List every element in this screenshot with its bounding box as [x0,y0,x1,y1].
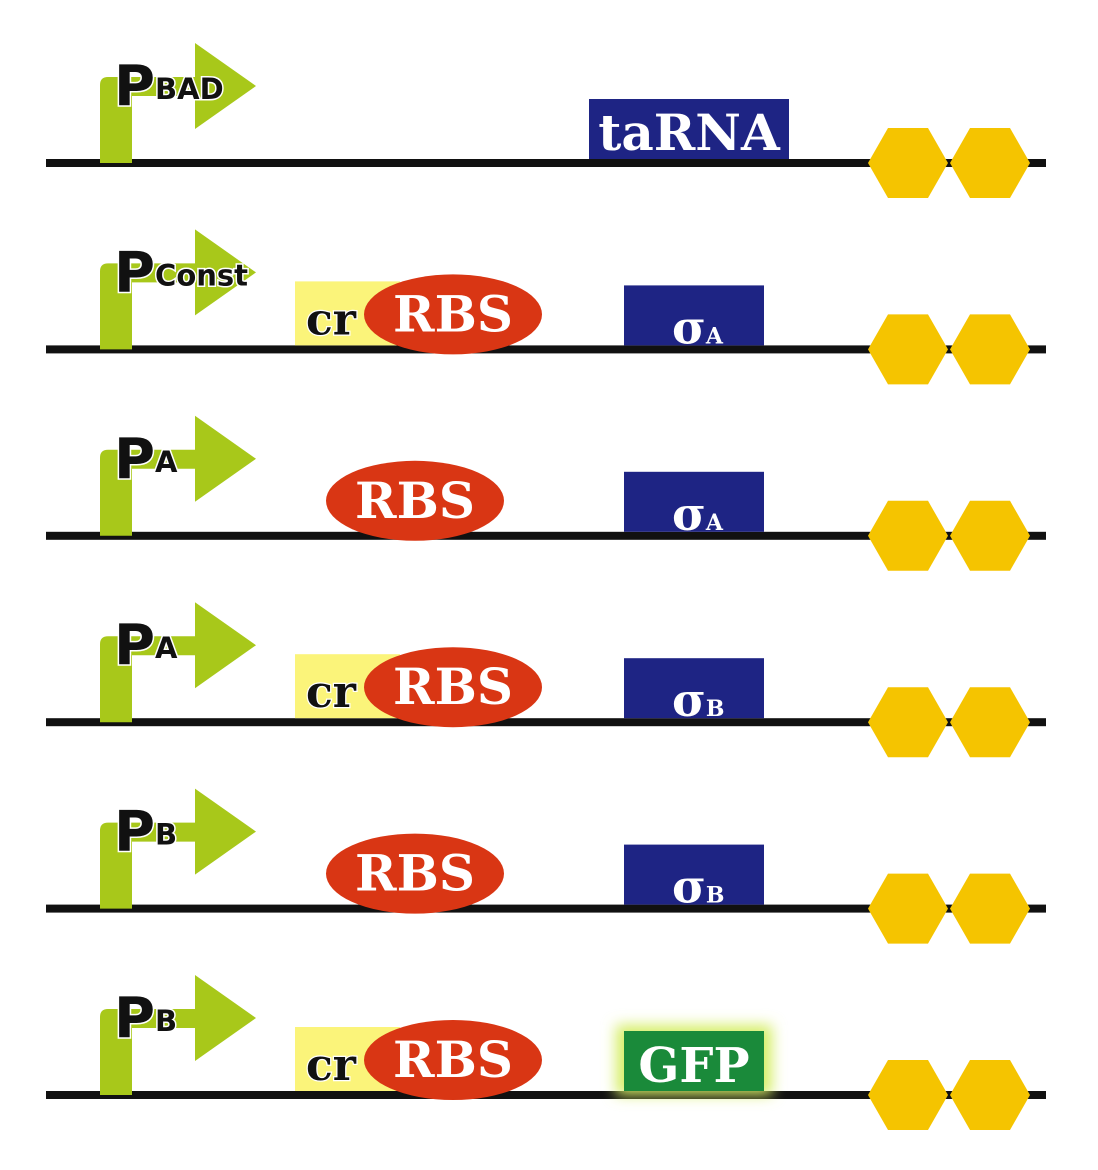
rbs-label: RBS [355,471,475,530]
terminator-hexagon-icon [868,687,948,758]
dna-backbone [46,718,1046,727]
terminator-hexagon-icon [950,1060,1030,1130]
promoter-arrow-icon [100,975,256,1095]
promoter-arrow-icon [100,229,256,350]
promoter-subscript: B [155,818,177,852]
sigma-subscript: B [706,696,725,722]
terminator-hexagon-icon [950,314,1030,385]
promoter-label: PBAD [114,54,224,119]
promoter-arrow-icon [100,43,256,163]
promoter-letter: P [114,427,155,492]
construct-1: PBAD taRNA [46,43,1046,198]
rbs-label: RBS [393,284,513,343]
promoter-subscript: Const [155,258,248,292]
cr-label: cr [306,667,357,718]
construct-2: PConst cr RBS σA [46,229,1046,385]
dna-backbone [46,531,1046,540]
promoter-arrow-icon [100,602,256,723]
gene-box [624,471,764,532]
promoter-label: PA [114,427,178,492]
promoter-letter: P [114,613,155,678]
gene-label: GFP [638,1038,749,1094]
promoter-letter: P [114,240,155,305]
rbs-ellipse [364,274,542,355]
dna-backbone [46,904,1046,913]
rbs-label: RBS [393,1030,513,1089]
dna-backbone [46,345,1046,354]
rbs-ellipse [364,647,542,728]
promoter-subscript: A [155,631,178,665]
terminator-hexagon-icon [950,873,1030,944]
terminator-hexagon-icon [868,500,948,571]
promoter-subscript: A [155,445,178,479]
terminator-hexagon-icon [950,128,1030,198]
gene-box [624,285,764,346]
dna-backbone [46,1091,1046,1099]
terminator-hexagon-icon [868,128,948,198]
rbs-ellipse [326,833,504,914]
gene-box [589,99,789,159]
gene-label: σA [672,300,724,354]
promoter-arrow-icon [100,788,256,909]
gene-label: σB [672,860,725,914]
promoter-label: PB [114,986,177,1051]
sigma-subscript: A [705,510,724,536]
sigma-subscript: A [705,323,724,349]
sigma-letter: σ [672,487,706,541]
promoter-letter: P [114,986,155,1051]
promoter-subscript: B [155,1004,177,1038]
sigma-letter: σ [672,673,706,727]
promoter-label: PConst [114,240,248,305]
sigma-letter: σ [672,300,706,354]
promoter-letter: P [114,800,155,865]
sigma-letter: σ [672,860,706,914]
promoter-label: PB [114,800,177,865]
terminator-hexagon-icon [868,873,948,944]
promoter-label: PA [114,613,178,678]
promoter-arrow-icon [100,415,256,536]
rbs-ellipse [364,1020,542,1100]
rbs-label: RBS [393,657,513,716]
gene-box [624,1031,764,1091]
promoter-letter: P [114,54,155,119]
gene-box [624,658,764,719]
terminator-hexagon-icon [868,314,948,385]
cr-label: cr [306,1040,357,1091]
dna-backbone [46,159,1046,167]
terminator-hexagon-icon [950,687,1030,758]
gene-label: σB [672,673,725,727]
terminator-hexagon-icon [868,1060,948,1130]
promoter-subscript: BAD [155,72,224,106]
rbs-label: RBS [355,844,475,903]
gene-label: taRNA [598,103,781,162]
terminator-hexagon-icon [950,500,1030,571]
rbs-ellipse [326,460,504,541]
cr-label: cr [306,294,357,345]
gene-label: σA [672,487,724,541]
sigma-subscript: B [706,883,725,909]
gene-box [624,844,764,905]
